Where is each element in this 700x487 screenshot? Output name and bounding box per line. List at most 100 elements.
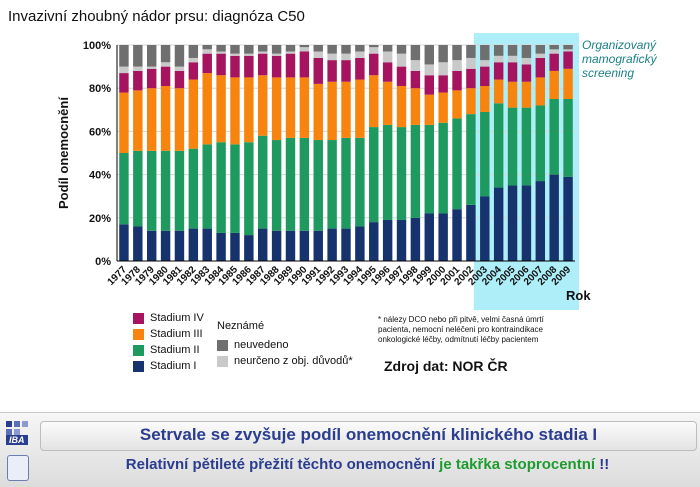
bar-segment-neuvedeno-1998	[410, 45, 421, 61]
bar-segment-stadium_iv-2006	[521, 64, 532, 82]
bar-segment-stadium_ii-1989	[285, 137, 296, 231]
bar-segment-stadium_i-1983	[202, 228, 212, 261]
bar-segment-neuvedeno-2003	[480, 45, 490, 61]
bar-segment-neurceno-1994	[355, 51, 365, 58]
bar-segment-stadium_iii-2005	[507, 81, 518, 108]
bar-segment-stadium_iii-2001	[452, 90, 462, 119]
bar-segment-neuvedeno-2008	[549, 45, 559, 50]
bar-segment-stadium_ii-1992	[327, 140, 337, 229]
bar-segment-stadium_iv-1978	[133, 70, 143, 91]
bar-segment-stadium_iii-1979	[146, 88, 157, 151]
bar-segment-neuvedeno-2000	[438, 45, 448, 63]
bar-segment-neuvedeno-2007	[535, 45, 546, 54]
bar-segment-stadium_i-2009	[563, 176, 573, 261]
y-tick-label: 80%	[89, 83, 111, 95]
bar-segment-neuvedeno-1979	[146, 45, 157, 67]
bar-segment-neurceno-1998	[410, 60, 421, 71]
bar-segment-neurceno-1980	[160, 62, 171, 67]
bar-segment-neuvedeno-1993	[341, 45, 351, 54]
legend-item-stadium-iv: Stadium IV	[133, 310, 204, 326]
bar-segment-stadium_ii-1981	[174, 150, 185, 231]
bar-segment-stadium_ii-1988	[271, 140, 282, 231]
legend-item-neurceno: neurčeno z obj. důvodů*	[217, 353, 353, 369]
subline-highlight: je takřka stoprocentní	[439, 456, 596, 473]
bar-segment-stadium_iv-1977	[119, 73, 129, 93]
bar-segment-stadium_iii-1978	[133, 90, 143, 151]
bar-segment-stadium_iv-1996	[382, 62, 393, 82]
bar-segment-neurceno-1991	[313, 51, 323, 58]
bar-segment-stadium_iii-1994	[355, 79, 365, 138]
bar-segment-stadium_iv-1985	[230, 55, 240, 78]
bar-segment-stadium_ii-2003	[480, 111, 490, 197]
bar-segment-stadium_iii-1987	[258, 75, 268, 136]
screening-annotation: Organizovaný mamografický screening	[582, 38, 657, 80]
footer: IBA Setrvale se zvyšuje podíl onemocnění…	[0, 412, 700, 487]
bar-segment-stadium_ii-1994	[355, 137, 365, 227]
bar-segment-neuvedeno-1995	[369, 45, 379, 48]
bar-segment-stadium_iii-1993	[341, 81, 351, 138]
bar-segment-stadium_iii-1995	[369, 75, 379, 128]
data-source: Zdroj dat: NOR ČR	[384, 358, 508, 374]
y-axis-label: Podíl onemocnění	[56, 97, 71, 209]
bar-segment-neuvedeno-1980	[160, 45, 171, 63]
bar-segment-stadium_iv-1999	[424, 75, 434, 95]
bar-segment-stadium_ii-1999	[424, 124, 434, 214]
bar-segment-neurceno-1981	[174, 66, 185, 71]
bar-segment-stadium_i-2007	[535, 181, 546, 261]
headline: Setrvale se zvyšuje podíl onemocnění kli…	[139, 425, 598, 444]
bar-segment-neuvedeno-1999	[424, 45, 434, 65]
bar-segment-neurceno-1982	[188, 57, 199, 63]
bar-segment-stadium_iii-1983	[202, 73, 212, 145]
legend-unknown: neuvedeno neurčeno z obj. důvodů*	[217, 337, 353, 369]
bar-segment-stadium_iv-1992	[327, 60, 337, 82]
bar-segment-stadium_i-2006	[521, 185, 532, 261]
legend-label: Stadium I	[150, 360, 197, 372]
legend-unknown-title: Neznámé	[217, 320, 265, 332]
bar-segment-stadium_iv-1984	[216, 53, 226, 76]
bar-segment-stadium_ii-1996	[382, 124, 393, 220]
bar-segment-neurceno-1978	[133, 66, 143, 71]
bar-segment-stadium_i-2002	[466, 204, 476, 261]
bar-segment-stadium_i-1989	[285, 230, 296, 261]
bar-segment-neuvedeno-1982	[188, 45, 199, 58]
bar-segment-stadium_iii-1989	[285, 77, 296, 138]
bar-segment-stadium_ii-1980	[160, 150, 171, 231]
bar-segment-stadium_ii-2008	[549, 99, 559, 175]
legend-item-stadium-ii: Stadium II	[133, 342, 204, 358]
bar-segment-stadium_ii-1986	[244, 142, 254, 236]
bar-segment-stadium_i-2000	[438, 213, 448, 261]
bar-segment-stadium_iv-2009	[563, 51, 573, 69]
bar-segment-stadium_i-1986	[244, 235, 254, 261]
bar-segment-stadium_iv-2004	[493, 62, 504, 80]
bar-segment-stadium_iii-1992	[327, 81, 337, 141]
bar-segment-neurceno-2009	[563, 49, 573, 52]
bar-segment-neuvedeno-1992	[327, 45, 337, 54]
footnote: * nálezy DCO nebo při pitvě, velmi časná…	[378, 315, 544, 344]
bar-segment-stadium_iii-1982	[188, 79, 199, 149]
legend-label: neurčeno z obj. důvodů*	[234, 355, 353, 367]
bar-segment-stadium_iii-2008	[549, 70, 559, 99]
y-tick-label: 60%	[89, 126, 111, 138]
bar-segment-stadium_ii-1982	[188, 148, 199, 229]
bar-segment-neurceno-2000	[438, 62, 448, 76]
bar-segment-neurceno-2003	[480, 60, 490, 67]
bar-segment-neurceno-1992	[327, 53, 337, 61]
legend-swatch	[133, 312, 144, 324]
university-logo-icon	[7, 455, 29, 481]
bar-segment-stadium_i-1981	[174, 230, 185, 261]
bar-segment-stadium_ii-2001	[452, 118, 462, 210]
bar-segment-stadium_iv-1993	[341, 60, 351, 82]
bar-segment-stadium_iv-2008	[549, 53, 559, 71]
bar-segment-stadium_iv-1981	[174, 70, 185, 89]
bar-segment-stadium_i-1985	[230, 232, 240, 261]
bar-segment-neurceno-1996	[382, 51, 393, 63]
bar-segment-stadium_ii-1991	[313, 140, 323, 231]
bar-segment-neurceno-1987	[258, 51, 268, 54]
bar-segment-neuvedeno-1988	[271, 45, 282, 54]
bar-segment-stadium_ii-2002	[466, 114, 476, 205]
y-tick-label: 0%	[95, 256, 111, 268]
subline-text: Relativní pětileté přežití těchto onemoc…	[125, 456, 440, 473]
bar-segment-stadium_iv-1979	[146, 68, 157, 89]
bar-segment-neuvedeno-1986	[244, 45, 254, 54]
bar-segment-stadium_ii-1984	[216, 142, 226, 233]
